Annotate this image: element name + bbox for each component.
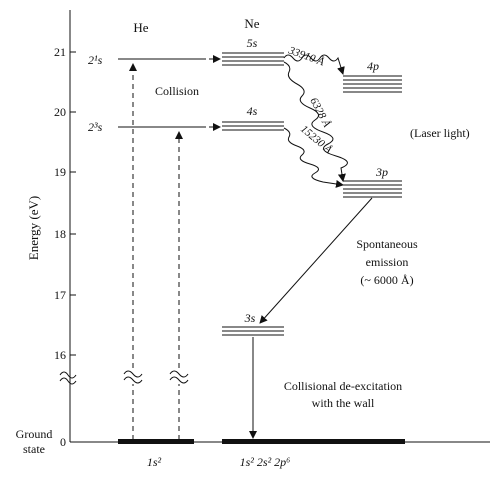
break-squiggle xyxy=(169,370,189,378)
he-triplet-label: 2³s xyxy=(88,120,103,134)
tick-label: 19 xyxy=(54,165,66,179)
deexcitation-label: Collisional de-excitation xyxy=(284,379,402,393)
tick-label: 20 xyxy=(54,105,66,119)
ne-ground-label: 1s² 2s² 2p⁶ xyxy=(240,455,291,469)
ne-ground-state xyxy=(222,439,405,444)
tick-label: 16 xyxy=(54,348,66,362)
break-gap xyxy=(124,370,142,384)
ne-5s-label: 5s xyxy=(247,36,258,50)
transition-1523-arrow xyxy=(283,127,344,188)
ground-state-label: Ground xyxy=(16,427,53,441)
ne-5s-level xyxy=(222,52,284,66)
he-ground-state xyxy=(118,439,194,444)
transition-3391-arrow xyxy=(283,54,345,75)
spontaneous-label: emission xyxy=(366,255,409,269)
deexcitation-label: with the wall xyxy=(312,396,375,410)
spontaneous-label: Spontaneous xyxy=(356,237,418,251)
axis-break-mark xyxy=(59,371,77,379)
spontaneous-label: (~ 6000 Å) xyxy=(360,273,413,287)
helium-header: He xyxy=(133,20,148,35)
transition-633-arrow xyxy=(283,61,348,182)
he-singlet-label: 2¹s xyxy=(88,53,103,67)
neon-header: Ne xyxy=(244,16,259,31)
break-gap xyxy=(170,370,188,384)
ne-3s-level xyxy=(222,326,284,336)
tick-label: 18 xyxy=(54,227,66,241)
transition-3391-label: 33910 Å xyxy=(286,44,326,68)
ne-3p-label: 3p xyxy=(375,165,388,179)
spontaneous-emission-arrow xyxy=(259,197,373,324)
axis-break-mark xyxy=(59,377,77,385)
transition-1523-label: 15230 Å xyxy=(298,123,334,156)
ne-3s-label: 3s xyxy=(244,311,256,325)
ne-4p-level xyxy=(343,75,402,93)
y-axis-label: Energy (eV) xyxy=(26,196,41,260)
ne-4s-label: 4s xyxy=(247,104,258,118)
ne-3p-level xyxy=(343,180,402,198)
tick-label: 21 xyxy=(54,45,66,59)
he-ground-label: 1s² xyxy=(147,455,162,469)
laser-light-label: (Laser light) xyxy=(410,126,470,140)
ground-state-label: state xyxy=(23,442,45,456)
ne-4s-level xyxy=(222,121,284,131)
ne-4p-label: 4p xyxy=(367,59,379,73)
tick-label: 0 xyxy=(60,435,66,449)
break-squiggle xyxy=(169,376,189,384)
break-squiggle xyxy=(123,370,143,378)
collision-label: Collision xyxy=(155,84,199,98)
break-squiggle xyxy=(123,376,143,384)
transition-633-label: 6328 Å xyxy=(307,96,333,130)
tick-label: 17 xyxy=(54,288,66,302)
